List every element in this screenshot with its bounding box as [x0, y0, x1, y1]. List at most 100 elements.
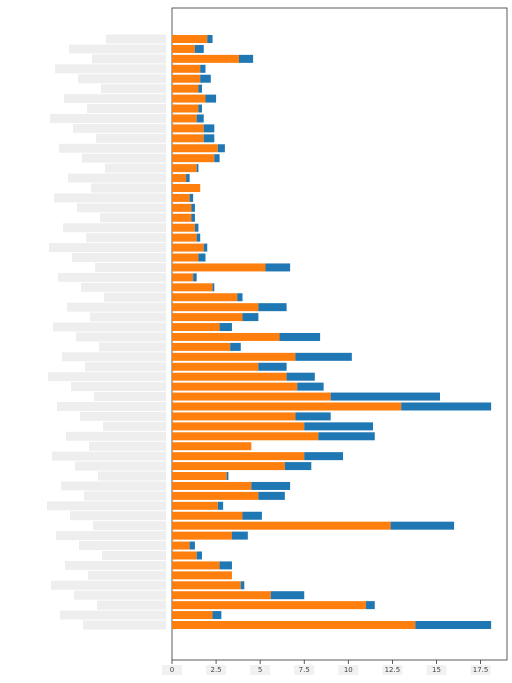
label-bg [54, 193, 166, 203]
bar-segment [172, 64, 201, 73]
bar-segment [172, 54, 239, 63]
bar-segment [196, 551, 202, 560]
bar-segment [172, 193, 190, 202]
bar-segment [189, 541, 195, 550]
label-bg [55, 64, 166, 74]
label-bg [52, 451, 166, 461]
tick-label-bg [250, 665, 271, 675]
label-bg [57, 401, 166, 411]
x-tick-label: 10 [344, 666, 353, 674]
tick-label-bg [470, 665, 491, 675]
label-bg [68, 173, 166, 183]
bar-segment [172, 332, 280, 341]
label-bg [94, 392, 166, 402]
bar-segment [172, 203, 192, 212]
label-bg [98, 471, 166, 481]
bar-segment [198, 253, 206, 262]
label-bg [88, 570, 166, 580]
bar-segment [172, 382, 298, 391]
label-bg [69, 44, 166, 54]
label-bg [86, 233, 166, 243]
bar-segment [401, 402, 492, 411]
label-bg [76, 332, 166, 342]
bar-segment [172, 183, 201, 192]
bar-segment [191, 213, 195, 222]
bar-segment [172, 601, 366, 610]
bar-segment [286, 372, 315, 381]
tick-label-bg [206, 665, 227, 675]
bar-segment [198, 104, 202, 113]
bar-segment [191, 203, 195, 212]
label-bg [59, 143, 166, 153]
bar-segment [172, 313, 243, 322]
bar-segment [172, 422, 305, 431]
bar-segment [258, 491, 285, 500]
bar-segment [217, 501, 224, 510]
label-bg [103, 421, 166, 431]
bar-segment [189, 193, 194, 202]
x-tick-label: 17.5 [473, 666, 489, 674]
label-bg [78, 74, 166, 84]
bar-segment [304, 422, 373, 431]
label-bg [77, 203, 166, 213]
bar-segment [172, 551, 197, 560]
bar-segment [172, 511, 243, 520]
label-bg [62, 352, 166, 362]
label-bg [100, 213, 166, 223]
label-bg [70, 511, 166, 521]
bar-segment [172, 273, 194, 282]
label-bg [89, 441, 166, 451]
bar-segment [172, 392, 331, 401]
bar-segment [172, 611, 213, 620]
label-bg [71, 382, 166, 392]
bar-segment [172, 293, 238, 302]
label-bg [85, 362, 166, 372]
bar-segment [172, 253, 199, 262]
label-bg [53, 322, 166, 332]
label-bg [83, 620, 166, 630]
label-bg [64, 94, 166, 104]
bar-segment [200, 74, 211, 83]
bar-segment [251, 481, 291, 490]
label-bg [97, 600, 166, 610]
label-bg [87, 104, 166, 114]
label-bg [66, 431, 166, 441]
bar-segment [196, 233, 201, 242]
label-bg [80, 411, 166, 421]
bar-segment [172, 571, 232, 580]
x-tick-label: 0 [170, 666, 174, 674]
bar-segment [226, 472, 229, 481]
label-bg [102, 550, 166, 560]
label-bg [101, 84, 166, 94]
bar-segment [172, 233, 197, 242]
bar-segment [172, 372, 287, 381]
bar-segment [200, 64, 206, 73]
bar-segment [284, 462, 312, 471]
x-tick-label: 2.5 [211, 666, 222, 674]
bar-segment [279, 332, 321, 341]
bar-segment [172, 134, 204, 143]
bar-segment [207, 35, 213, 43]
tick-label-bg [294, 665, 315, 675]
label-bg [72, 253, 166, 263]
bar-segment [172, 243, 204, 252]
label-bg [50, 113, 166, 123]
label-bg [106, 34, 166, 44]
bar-segment [172, 174, 187, 183]
label-bg [91, 183, 166, 193]
bar-segment [172, 94, 206, 103]
bar-segment [172, 591, 271, 600]
label-bg [61, 481, 166, 491]
bar-segment [318, 432, 375, 441]
bar-segment [231, 531, 248, 540]
x-tick-label: 12.5 [385, 666, 401, 674]
bar-segment [172, 104, 199, 113]
bar-segment [196, 114, 204, 123]
tick-label-bg [426, 665, 447, 675]
label-bg [84, 491, 166, 501]
bar-segment [265, 263, 291, 272]
bar-segment [172, 402, 402, 411]
bar-segment [172, 35, 208, 43]
bar-segment [258, 362, 287, 371]
tick-label-bg [338, 665, 359, 675]
